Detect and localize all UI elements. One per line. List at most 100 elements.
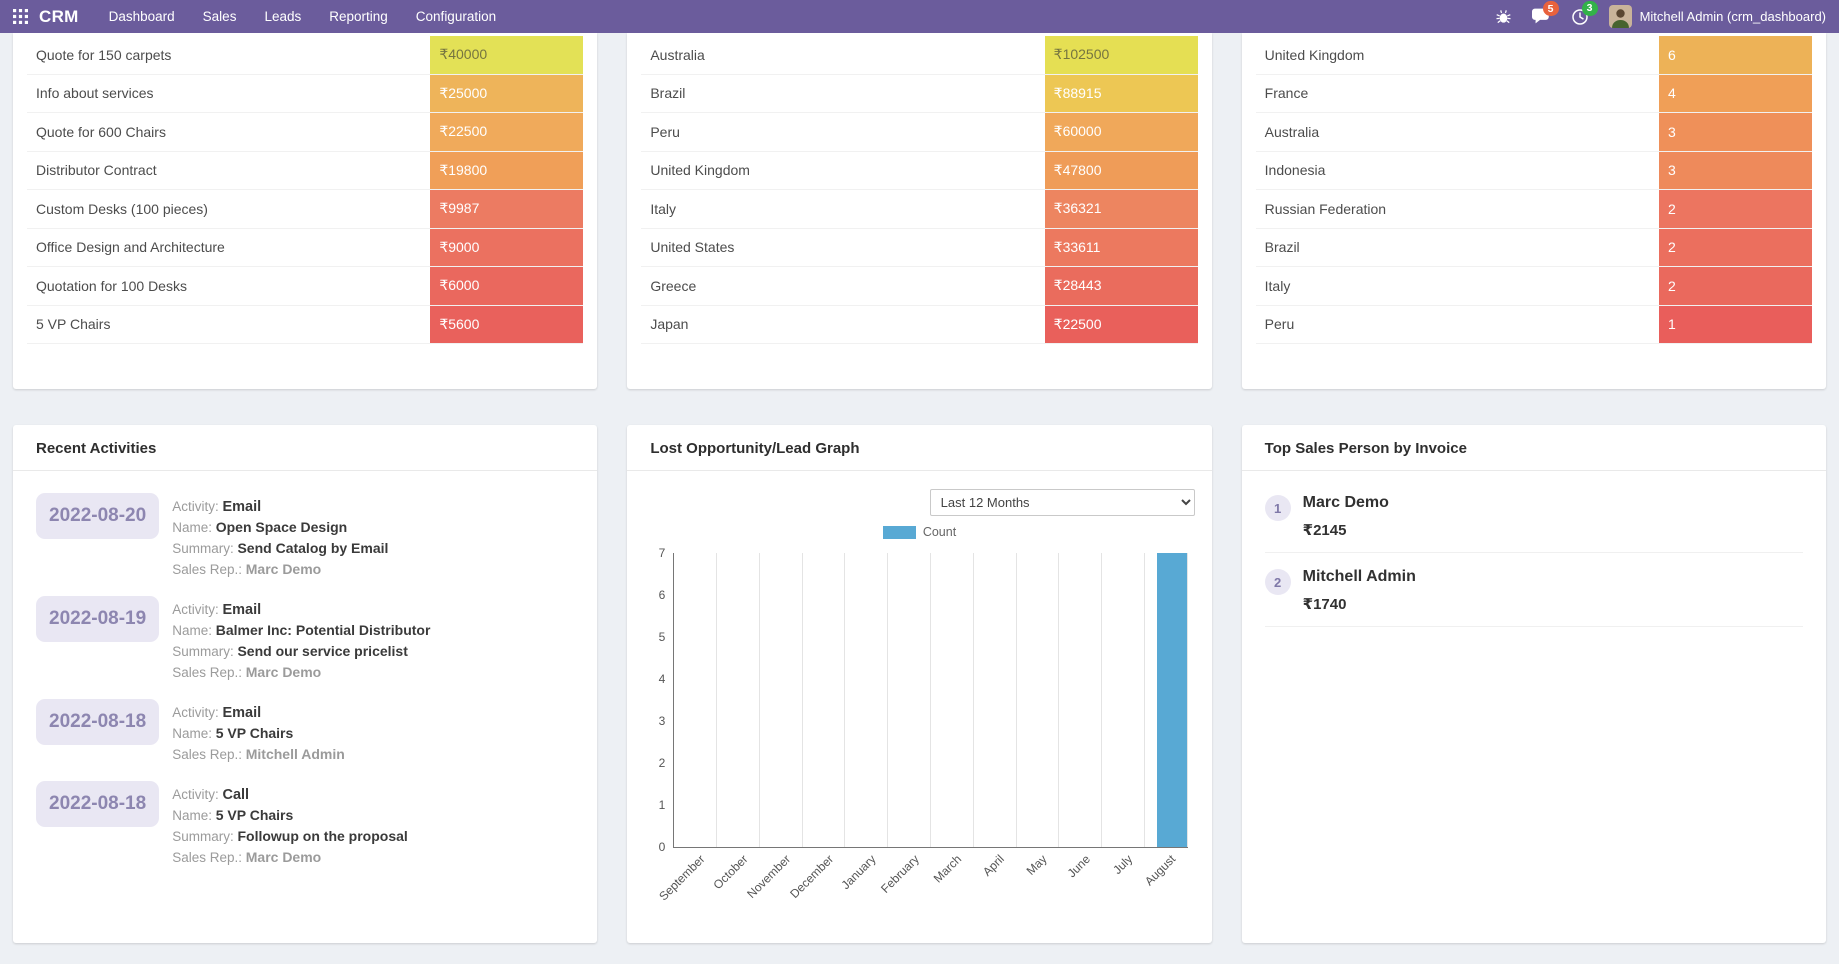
table-row[interactable]: Brazil ₹88915 (641, 74, 1198, 113)
table-row[interactable]: France 4 (1255, 74, 1812, 113)
messages-icon[interactable]: 5 (1531, 1, 1559, 25)
activity-line: Name: 5 VP Chairs (172, 805, 408, 826)
field-value: Call (222, 787, 250, 803)
row-value: 3 (1658, 151, 1812, 189)
activity-line: Activity: Email (172, 600, 430, 620)
row-value: 2 (1658, 267, 1812, 305)
table-row[interactable]: Russian Federation 2 (1255, 190, 1812, 229)
nav-menu-configuration[interactable]: Configuration (415, 9, 497, 24)
activity-details: Activity: Email Name: Balmer Inc: Potenti… (172, 596, 430, 683)
field-value: Balmer Inc: Potential Distributor (215, 622, 431, 638)
table-row[interactable]: Greece ₹28443 (641, 267, 1198, 306)
apps-grid-icon[interactable] (13, 9, 28, 24)
y-tick-label: 5 (658, 630, 666, 644)
row-label: Italy (1264, 277, 1291, 294)
row-label: 5 VP Chairs (36, 316, 111, 333)
table-row[interactable]: United Kingdom 6 (1255, 36, 1812, 75)
debug-bug-icon[interactable] (1495, 8, 1512, 25)
activity-item[interactable]: 2022-08-18 Activity: Call Name: 5 VP Chair… (36, 781, 574, 868)
table-row[interactable]: Australia 3 (1255, 113, 1812, 152)
nav-menu-leads[interactable]: Leads (264, 9, 302, 24)
table-row[interactable]: Peru 1 (1255, 305, 1812, 344)
y-tick-label: 6 (658, 588, 666, 602)
top-sales-card: Top Sales Person by Invoice 1 Marc Demo ₹2… (1241, 425, 1826, 943)
heat-table-card-2: Australia ₹102500 Brazil ₹88915 Peru ₹60000 Un… (627, 33, 1212, 389)
row-label: Peru (1264, 316, 1295, 333)
nav-menu-reporting[interactable]: Reporting (329, 9, 388, 24)
row-label: Info about services (36, 85, 154, 102)
row-value: ₹6000 (430, 267, 584, 305)
vertical-gridline (716, 553, 718, 847)
x-tick-label: August (1142, 852, 1179, 889)
row-label: Brazil (650, 85, 686, 102)
chart-legend[interactable]: Count (627, 525, 1211, 539)
table-row[interactable]: Quote for 150 carpets ₹40000 (27, 36, 584, 75)
field-value: 5 VP Chairs (215, 725, 294, 741)
activity-line: Summary: Send Catalog by Email (172, 538, 388, 559)
activity-details: Activity: Email Name: 5 VP Chairs Sales Re… (172, 699, 345, 765)
table-row[interactable]: Distributor Contract ₹19800 (27, 151, 584, 190)
y-tick-label: 1 (658, 798, 666, 812)
table-row[interactable]: Indonesia 3 (1255, 151, 1812, 190)
nav-menu-dashboard[interactable]: Dashboard (108, 9, 175, 24)
table-row[interactable]: Info about services ₹25000 (27, 74, 584, 113)
table-row[interactable]: United Kingdom ₹47800 (641, 151, 1198, 190)
row-label: Australia (1264, 123, 1320, 140)
table-row[interactable]: Quotation for 100 Desks ₹6000 (27, 267, 584, 306)
table-row[interactable]: Italy ₹36321 (641, 190, 1198, 229)
bottom-row: Recent Activities 2022-08-20 Activity: Em… (13, 425, 1826, 943)
period-select[interactable]: Last 12 Months (929, 489, 1195, 516)
activity-line: Summary: Send our service pricelist (172, 641, 430, 662)
x-tick-label: July (1110, 852, 1136, 877)
table-row[interactable]: Italy 2 (1255, 267, 1812, 306)
row-value: ₹5600 (430, 305, 584, 343)
table-row[interactable]: Quote for 600 Chairs ₹22500 (27, 113, 584, 152)
row-label: Office Design and Architecture (36, 239, 225, 256)
field-value: Marc Demo (245, 849, 322, 865)
field-label: Name: (172, 808, 216, 823)
row-label: Japan (650, 316, 689, 333)
x-tick-label: June (1064, 852, 1093, 881)
dashboard-main: Quote for 150 carpets ₹40000 Info about se… (0, 33, 1839, 943)
graph-controls: Last 12 Months (627, 471, 1211, 516)
table-row[interactable]: Japan ₹22500 (641, 305, 1198, 344)
sales-person-list: 1 Marc Demo ₹2145 2 Mitchell Admin ₹1740 (1242, 471, 1826, 627)
field-value: Email (222, 602, 262, 618)
field-label: Name: (172, 623, 216, 638)
vertical-gridline (1015, 553, 1017, 847)
field-label: Activity: (172, 787, 223, 802)
sales-person-item[interactable]: 2 Mitchell Admin ₹1740 (1264, 553, 1803, 627)
field-label: Summary: (172, 644, 238, 659)
activity-line: Summary: Followup on the proposal (172, 826, 408, 847)
table-row[interactable]: Custom Desks (100 pieces) ₹9987 (27, 190, 584, 229)
activity-item[interactable]: 2022-08-18 Activity: Email Name: 5 VP Chai… (36, 699, 574, 765)
sales-person-item[interactable]: 1 Marc Demo ₹2145 (1264, 479, 1803, 553)
table-row[interactable]: Office Design and Architecture ₹9000 (27, 228, 584, 267)
x-tick-label: October (710, 852, 751, 893)
table-row[interactable]: 5 VP Chairs ₹5600 (27, 305, 584, 344)
activity-line: Name: Balmer Inc: Potential Distributor (172, 620, 430, 641)
field-value: Mitchell Admin (245, 746, 345, 762)
row-value: ₹25000 (430, 74, 584, 112)
activity-item[interactable]: 2022-08-20 Activity: Email Name: Open Spac… (36, 493, 574, 580)
table-row[interactable]: United States ₹33611 (641, 228, 1198, 267)
row-label: Quotation for 100 Desks (36, 277, 187, 294)
app-brand[interactable]: CRM (39, 6, 79, 26)
row-value: ₹102500 (1044, 36, 1198, 74)
x-tick-label: May (1024, 852, 1050, 878)
sales-person-name: Marc Demo (1302, 494, 1389, 511)
row-value: ₹60000 (1044, 113, 1198, 151)
activity-line: Activity: Call (172, 785, 408, 805)
row-label: Peru (650, 123, 680, 140)
table-row[interactable]: Australia ₹102500 (641, 36, 1198, 75)
chart-bar-august[interactable] (1156, 553, 1187, 847)
user-menu[interactable]: Mitchell Admin (crm_dashboard) (1608, 5, 1826, 28)
x-tick-label: January (838, 852, 879, 893)
activity-line: Sales Rep.: Marc Demo (172, 559, 388, 580)
activities-clock-icon[interactable]: 3 (1571, 0, 1598, 26)
nav-menu-sales[interactable]: Sales (202, 9, 237, 24)
row-value: ₹88915 (1044, 74, 1198, 112)
activity-item[interactable]: 2022-08-19 Activity: Email Name: Balmer In… (36, 596, 574, 683)
table-row[interactable]: Peru ₹60000 (641, 113, 1198, 152)
table-row[interactable]: Brazil 2 (1255, 228, 1812, 267)
